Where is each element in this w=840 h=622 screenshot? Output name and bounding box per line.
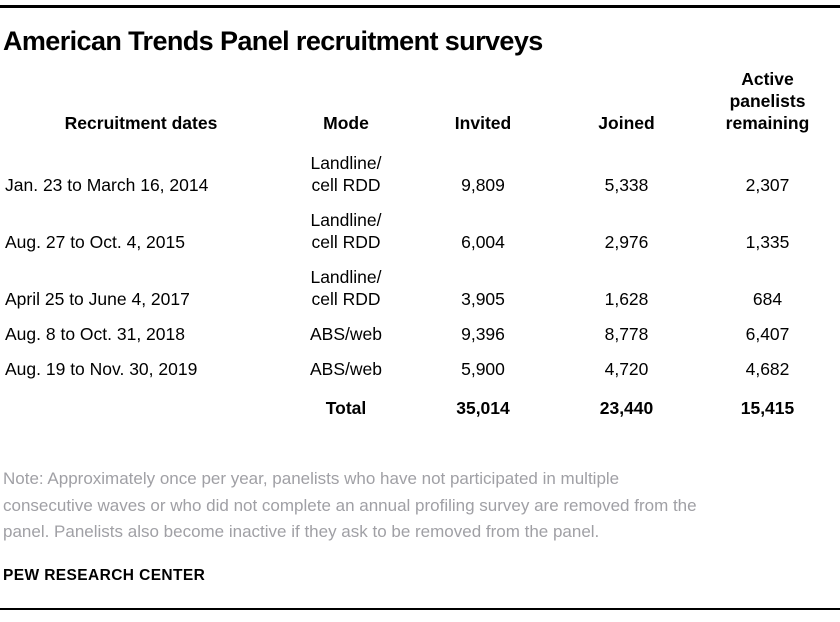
cell-invited: 6,004 — [461, 231, 505, 252]
cell-joined: 8,778 — [604, 323, 649, 344]
cell-recruitment-dates: Aug. 19 to Nov. 30, 2019 — [5, 358, 198, 379]
cell-invited: 9,396 — [461, 323, 505, 344]
cell-recruitment-dates: Aug. 8 to Oct. 31, 2018 — [5, 323, 185, 344]
cell-invited: 3,905 — [461, 288, 505, 309]
cell-joined: 1,628 — [604, 288, 649, 309]
cell-active-remaining: 4,682 — [745, 358, 790, 379]
cell-invited: 5,900 — [461, 358, 505, 379]
figure-title: American Trends Panel recruitment survey… — [3, 26, 543, 56]
total-invited: 35,014 — [456, 397, 510, 418]
cell-recruitment-dates: Aug. 27 to Oct. 4, 2015 — [5, 231, 185, 252]
cell-active-remaining: 2,307 — [745, 174, 790, 195]
top-rule — [0, 5, 840, 8]
table-row: Jan. 23 to March 16, 2014 Landline/ cell… — [2, 145, 836, 202]
total-active-remaining: 15,415 — [740, 397, 795, 418]
table-header-row: Recruitment dates Mode Invited Joined Ac… — [2, 69, 836, 145]
col-header-active-panelists-remaining: Active panelists remaining — [725, 69, 810, 133]
cell-recruitment-dates: April 25 to June 4, 2017 — [5, 288, 190, 309]
table-total-row: Total 35,014 23,440 15,415 — [2, 386, 836, 426]
cell-empty — [2, 386, 280, 426]
cell-joined: 5,338 — [604, 174, 649, 195]
cell-active-remaining: 1,335 — [745, 231, 790, 252]
cell-joined: 4,720 — [604, 358, 649, 379]
note-text: Note: Approximately once per year, panel… — [3, 468, 697, 542]
cell-mode: ABS/web — [310, 358, 382, 379]
cell-mode: Landline/ cell RDD — [310, 209, 382, 252]
cell-invited: 9,809 — [461, 174, 505, 195]
col-header-recruitment-dates: Recruitment dates — [64, 112, 218, 133]
col-header-invited: Invited — [454, 112, 512, 133]
cell-mode: Landline/ cell RDD — [310, 152, 382, 195]
cell-mode: Landline/ cell RDD — [310, 266, 382, 309]
col-header-joined: Joined — [598, 112, 655, 133]
cell-active-remaining: 684 — [752, 288, 783, 309]
cell-recruitment-dates: Jan. 23 to March 16, 2014 — [5, 174, 209, 195]
cell-mode: ABS/web — [310, 323, 382, 344]
table-row: April 25 to June 4, 2017 Landline/ cell … — [2, 259, 836, 316]
source-label: PEW RESEARCH CENTER — [3, 567, 206, 585]
cell-joined: 2,976 — [604, 231, 649, 252]
table-row: Aug. 19 to Nov. 30, 2019 ABS/web 5,900 4… — [2, 351, 836, 386]
total-label: Total — [325, 397, 367, 418]
bottom-rule — [0, 608, 840, 610]
table-row: Aug. 8 to Oct. 31, 2018 ABS/web 9,396 8,… — [2, 316, 836, 351]
table-row: Aug. 27 to Oct. 4, 2015 Landline/ cell R… — [2, 202, 836, 259]
col-header-mode: Mode — [323, 112, 369, 133]
cell-active-remaining: 6,407 — [745, 323, 790, 344]
total-joined: 23,440 — [599, 397, 654, 418]
recruitment-table: Recruitment dates Mode Invited Joined Ac… — [2, 69, 836, 426]
